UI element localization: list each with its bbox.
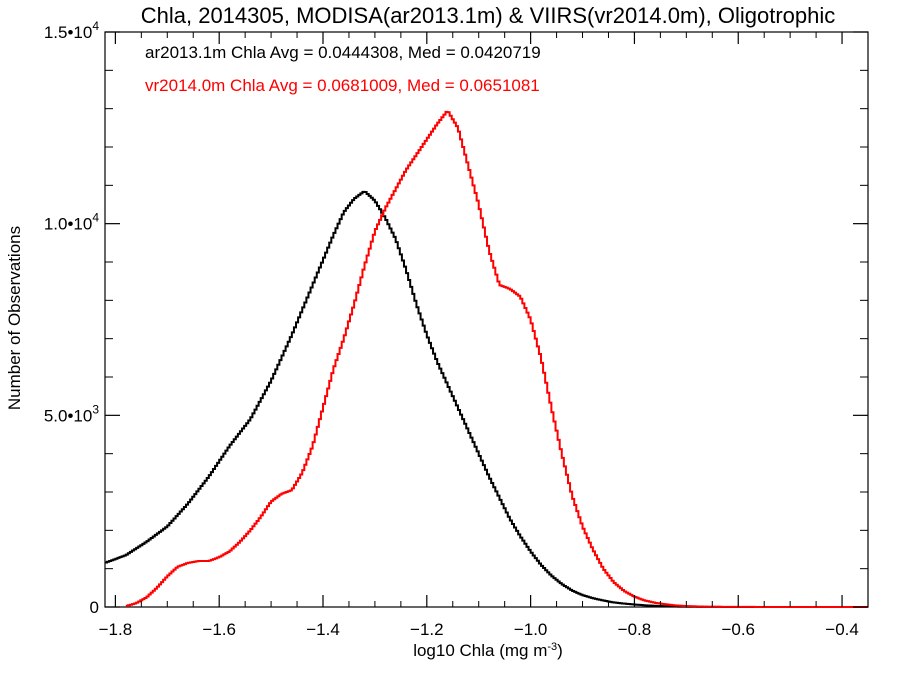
plot-frame [104, 31, 869, 608]
series-1-line [125, 110, 868, 608]
series-0-line [105, 190, 868, 608]
y-tick-label: 1.5•104 [44, 19, 100, 42]
x-tick-label: −0.6 [721, 620, 755, 639]
x-axis-label-main: log10 Chla (mg m [413, 641, 547, 660]
x-axis: −1.8 −1.6 −1.4 −1.2 −1.0 −0.8 −0.6 −0.4 [99, 32, 869, 639]
x-axis-label-exponent: -3 [547, 641, 557, 653]
x-tick-label: −1.4 [306, 620, 340, 639]
x-tick-label: −1.2 [410, 620, 444, 639]
chart-title: Chla, 2014305, MODISA(ar2013.1m) & VIIRS… [141, 3, 836, 28]
annotation-modisa-stats: ar2013.1m Chla Avg = 0.0444308, Med = 0.… [145, 43, 541, 62]
x-axis-label-close: ) [557, 641, 563, 660]
x-axis-label: log10 Chla (mg m-3) [413, 641, 563, 660]
x-tick-label: −0.8 [618, 620, 652, 639]
y-axis-label: Number of Observations [5, 226, 24, 410]
annotation-viirs-stats: vr2014.0m Chla Avg = 0.0681009, Med = 0.… [145, 76, 540, 95]
x-tick-label: −1.8 [99, 620, 133, 639]
y-tick-label: 1.0•104 [44, 211, 100, 234]
x-tick-label: −0.4 [825, 620, 859, 639]
x-tick-label: −1.0 [514, 620, 548, 639]
y-tick-label: 5.0•103 [44, 402, 100, 425]
series-layer [105, 110, 868, 608]
y-axis: 0 5.0•103 1.0•104 1.5•104 [44, 19, 868, 617]
x-tick-label: −1.6 [202, 620, 236, 639]
y-tick-label: 0 [90, 598, 99, 617]
